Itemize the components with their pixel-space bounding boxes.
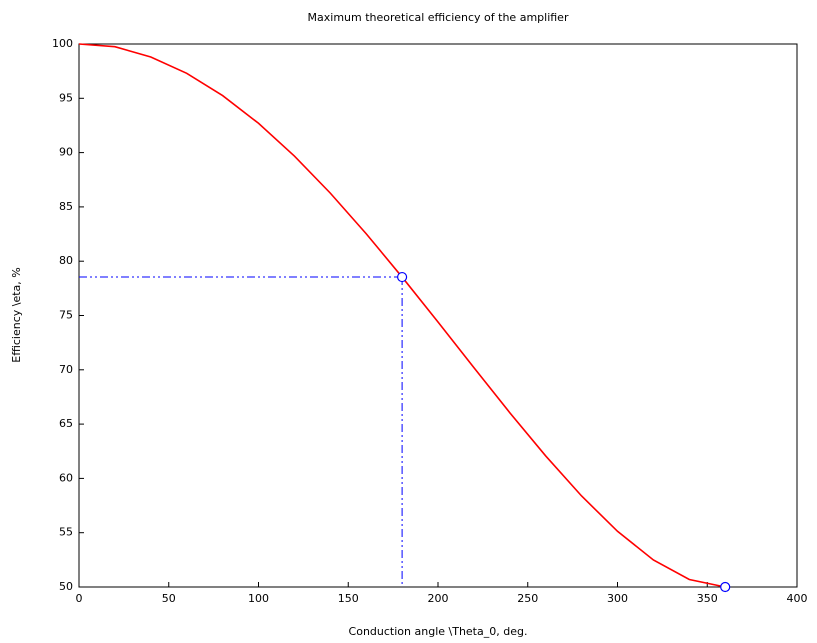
y-tick-label: 80 — [59, 254, 73, 267]
y-tick-label: 85 — [59, 200, 73, 213]
x-tick-label: 350 — [697, 592, 718, 605]
x-tick-label: 50 — [162, 592, 176, 605]
y-tick-label: 50 — [59, 580, 73, 593]
y-tick-label: 55 — [59, 526, 73, 539]
y-tick-label: 95 — [59, 91, 73, 104]
chart-title: Maximum theoretical efficiency of the am… — [308, 11, 569, 24]
x-tick-label: 200 — [428, 592, 449, 605]
x-tick-label: 400 — [787, 592, 808, 605]
point-marker — [397, 271, 408, 283]
x-axis-label: Conduction angle \Theta_0, deg. — [349, 625, 528, 638]
y-tick-label: 70 — [59, 363, 73, 376]
y-axis-label: Efficiency \eta, % — [10, 267, 23, 362]
y-tick-label: 90 — [59, 146, 73, 159]
x-tick-label: 100 — [248, 592, 269, 605]
y-tick-label: 60 — [59, 471, 73, 484]
y-tick-label: 100 — [52, 37, 73, 50]
x-tick-label: 300 — [607, 592, 628, 605]
x-tick-label: 150 — [338, 592, 359, 605]
x-tick-label: 250 — [517, 592, 538, 605]
y-tick-label: 65 — [59, 417, 73, 430]
y-tick-label: 75 — [59, 309, 73, 322]
x-tick-label: 0 — [76, 592, 83, 605]
point-marker — [720, 581, 731, 593]
